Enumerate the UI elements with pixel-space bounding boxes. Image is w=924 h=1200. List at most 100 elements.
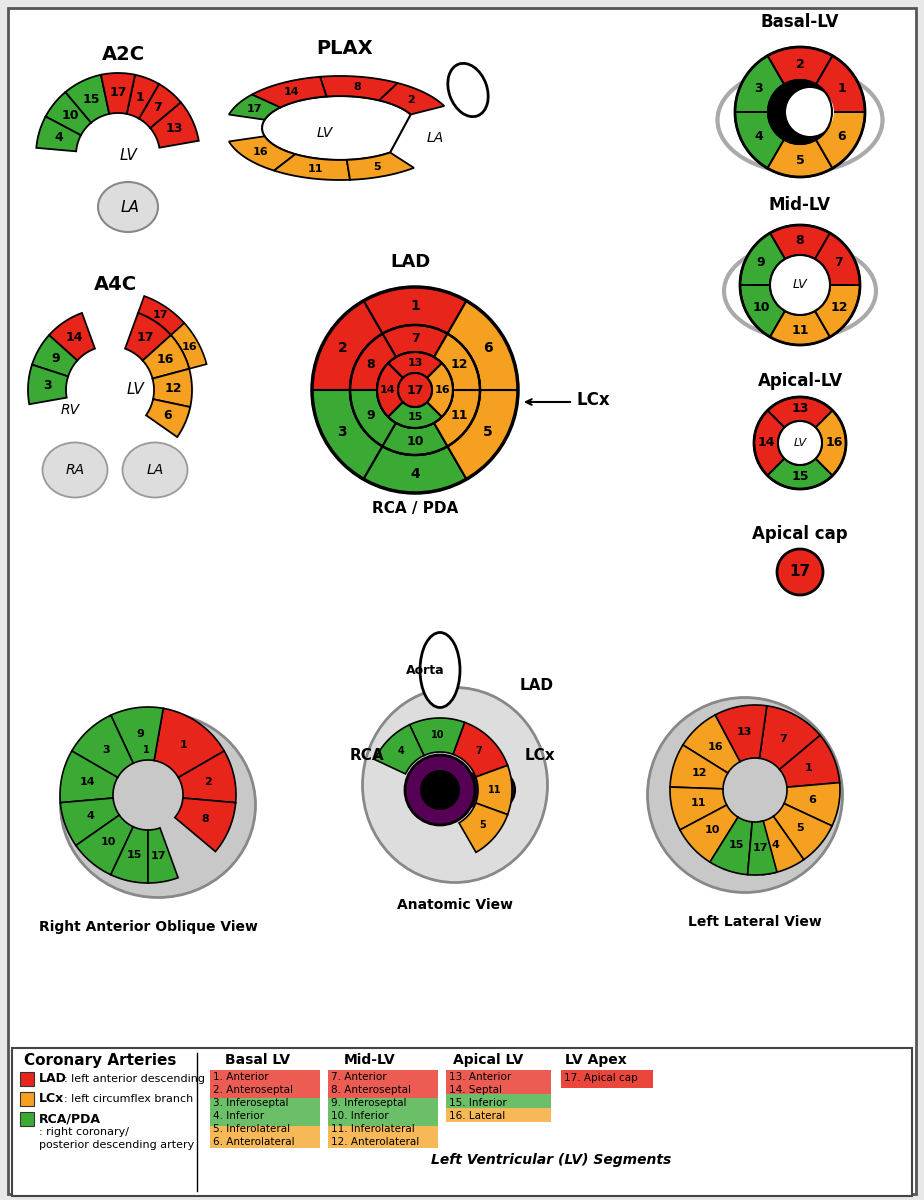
Text: 2: 2 (796, 58, 805, 71)
Text: 2: 2 (337, 341, 347, 355)
Text: 7: 7 (780, 734, 787, 744)
Polygon shape (125, 313, 171, 360)
Polygon shape (229, 137, 296, 170)
Text: 12: 12 (451, 358, 468, 371)
Text: 11: 11 (451, 409, 468, 422)
Text: Apical LV: Apical LV (453, 1054, 523, 1067)
Text: 2. Anteroseptal: 2. Anteroseptal (213, 1085, 293, 1094)
Polygon shape (735, 55, 784, 112)
Text: 5: 5 (483, 425, 492, 439)
Text: 16. Lateral: 16. Lateral (449, 1111, 505, 1121)
Polygon shape (447, 390, 518, 479)
Polygon shape (680, 805, 738, 862)
Text: 1. Anterior: 1. Anterior (213, 1072, 269, 1082)
Circle shape (768, 80, 832, 144)
Text: Anatomic View: Anatomic View (397, 898, 513, 912)
Text: 12: 12 (164, 382, 182, 395)
Text: Coronary Arteries: Coronary Arteries (24, 1052, 176, 1068)
Polygon shape (434, 390, 480, 446)
Polygon shape (427, 364, 453, 416)
Polygon shape (815, 284, 860, 337)
Circle shape (778, 421, 822, 464)
Text: 10: 10 (101, 838, 116, 847)
Text: 10: 10 (704, 824, 720, 835)
Text: 6: 6 (808, 796, 817, 805)
Text: 4: 4 (754, 130, 763, 143)
Text: LAD: LAD (390, 253, 431, 271)
Text: 6: 6 (483, 341, 492, 355)
Polygon shape (350, 390, 396, 446)
Text: 9: 9 (366, 409, 375, 422)
Text: 16: 16 (707, 743, 723, 752)
Polygon shape (148, 828, 178, 883)
Text: 11: 11 (791, 324, 808, 336)
Text: 1: 1 (837, 82, 846, 95)
Polygon shape (434, 334, 480, 390)
Polygon shape (760, 706, 821, 769)
Text: LV Apex: LV Apex (565, 1054, 626, 1067)
Text: 5: 5 (796, 154, 805, 167)
Polygon shape (758, 816, 804, 875)
Text: 4: 4 (410, 467, 419, 481)
Polygon shape (154, 708, 225, 778)
Bar (328, 1126, 438, 1148)
Polygon shape (346, 152, 414, 180)
Polygon shape (773, 804, 832, 859)
Text: 15. Inferior: 15. Inferior (449, 1098, 506, 1108)
Text: 7: 7 (834, 256, 844, 269)
Polygon shape (375, 725, 424, 774)
Text: LV: LV (126, 383, 144, 397)
Text: LA: LA (426, 131, 444, 145)
Text: LCx: LCx (525, 748, 555, 762)
Text: 15: 15 (407, 413, 422, 422)
Text: 4: 4 (771, 840, 779, 850)
Polygon shape (816, 410, 846, 475)
Text: 16: 16 (825, 437, 843, 450)
Polygon shape (32, 335, 78, 377)
Text: 13: 13 (737, 727, 752, 737)
Text: 12. Anterolateral: 12. Anterolateral (331, 1138, 419, 1147)
Polygon shape (171, 323, 207, 368)
Text: 5: 5 (796, 823, 804, 833)
Text: Aorta: Aorta (406, 664, 444, 677)
Polygon shape (476, 766, 512, 815)
Polygon shape (175, 798, 236, 852)
Bar (210, 1126, 320, 1148)
Polygon shape (45, 92, 91, 136)
Text: 8: 8 (201, 814, 209, 823)
Text: 13: 13 (407, 358, 422, 367)
Text: 7: 7 (410, 332, 419, 346)
Polygon shape (320, 76, 397, 101)
Text: : left circumflex branch: : left circumflex branch (64, 1094, 193, 1104)
Ellipse shape (43, 443, 107, 498)
Text: 11: 11 (488, 785, 502, 794)
Polygon shape (111, 827, 148, 883)
Text: 11. Inferolateral: 11. Inferolateral (331, 1124, 415, 1134)
Polygon shape (312, 301, 383, 390)
Text: 3: 3 (103, 745, 110, 755)
Polygon shape (363, 446, 467, 493)
Text: 8: 8 (353, 82, 360, 91)
Polygon shape (815, 233, 860, 284)
Text: 1: 1 (136, 91, 144, 103)
Text: LCx: LCx (577, 391, 611, 409)
Ellipse shape (268, 102, 393, 154)
Text: 7: 7 (476, 746, 482, 756)
Polygon shape (770, 311, 830, 344)
Polygon shape (459, 803, 507, 852)
Polygon shape (36, 116, 81, 151)
Text: LA: LA (146, 463, 164, 476)
Polygon shape (388, 402, 442, 428)
Polygon shape (670, 787, 727, 830)
Text: 4: 4 (55, 131, 63, 144)
Text: 15: 15 (729, 840, 744, 851)
Text: 10: 10 (407, 434, 424, 448)
Text: 10. Inferior: 10. Inferior (331, 1111, 389, 1121)
Text: 4. Inferior: 4. Inferior (213, 1111, 264, 1121)
Text: 17: 17 (407, 384, 424, 396)
Text: 3. Inferoseptal: 3. Inferoseptal (213, 1098, 288, 1108)
Bar (20, 1072, 34, 1086)
Text: 17: 17 (752, 844, 768, 853)
Text: 12: 12 (831, 301, 847, 314)
Ellipse shape (362, 688, 548, 882)
